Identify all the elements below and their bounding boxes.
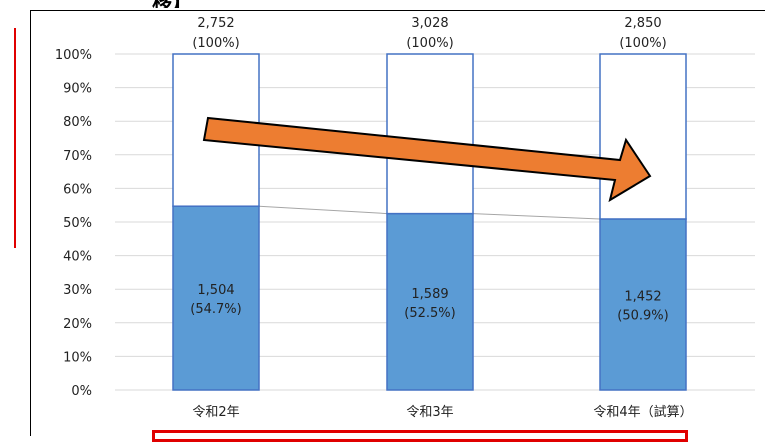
y-axis-tick-labels: 0% 10% 20% 30% 40% 50% 60% 70% 80% 90% 100% [55,48,92,399]
bar-pct-label: (54.7%) [190,302,241,317]
total-pct-label: (100%) [619,36,666,51]
y-tick-label: 20% [63,317,92,332]
bars [172,53,687,391]
total-pct-label: (100%) [192,36,239,51]
bar-count-label: 1,504 [197,283,234,298]
y-tick-label: 30% [63,283,92,298]
total-pct-label: (100%) [406,36,453,51]
bar-count-label: 1,589 [411,287,448,302]
total-label: 2,752 [197,16,234,31]
x-category-label: 令和2年 [192,405,239,420]
total-label: 2,850 [624,16,661,31]
bar-pct-label: (50.9%) [617,308,668,323]
trend-connector-line [258,205,601,220]
bar-count-label: 1,452 [624,289,661,304]
bar-segment-share [386,212,474,391]
title-fragment: 移】 [152,0,222,8]
x-category-label: 令和4年（試算） [593,404,692,420]
trend-arrow-shape [202,116,652,203]
left-red-border [0,28,16,248]
y-tick-label: 100% [55,48,92,63]
y-tick-label: 90% [63,82,92,97]
total-label: 3,028 [411,16,448,31]
y-tick-label: 0% [71,384,92,399]
trend-arrow [202,116,652,203]
y-tick-label: 10% [63,350,92,365]
y-tick-label: 70% [63,149,92,164]
bar-segment-share [599,218,687,391]
series-connector-line [472,213,601,220]
y-tick-label: 40% [63,250,92,265]
bar-pct-label: (52.5%) [404,306,455,321]
chart-frame [30,10,765,436]
bar-segment-share [172,205,260,391]
series-connector-line [258,205,388,215]
x-axis-category-labels: 令和2年 令和3年 令和4年（試算） [192,404,692,420]
x-category-label: 令和3年 [406,405,453,420]
data-labels: 1,504 (54.7%) 2,752 (100%) 1,589 (52.5%) 3,028… [190,16,668,323]
y-tick-label: 80% [63,115,92,130]
bar-segment-remainder [386,53,474,215]
y-tick-label: 50% [63,216,92,231]
y-tick-label: 60% [63,182,92,197]
caption-box [152,430,688,442]
